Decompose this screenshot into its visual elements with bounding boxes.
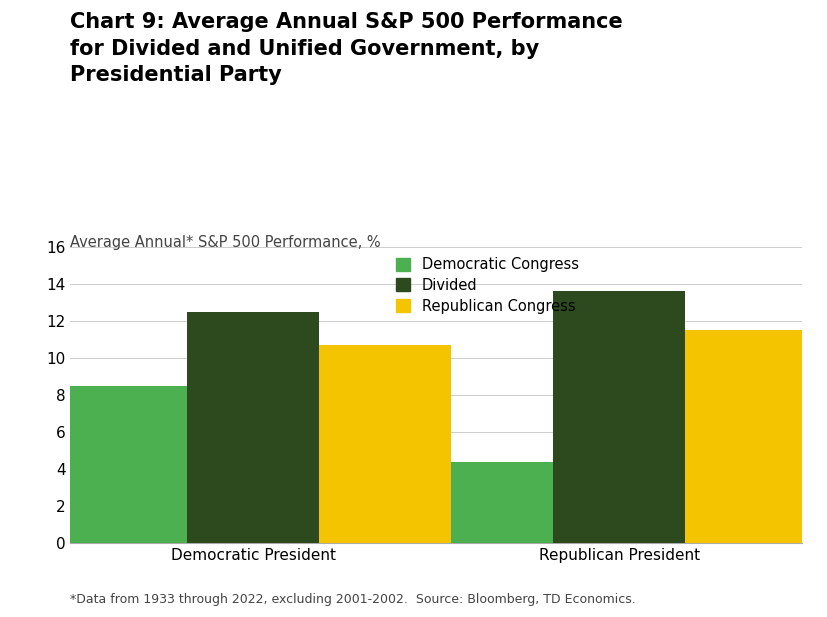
Bar — [319, 345, 451, 543]
Bar — [55, 386, 188, 543]
Text: Chart 9: Average Annual S&P 500 Performance
for Divided and Unified Government, : Chart 9: Average Annual S&P 500 Performa… — [70, 12, 623, 85]
Bar — [188, 312, 319, 543]
Legend: Democratic Congress, Divided, Republican Congress: Democratic Congress, Divided, Republican… — [396, 257, 579, 313]
Text: *Data from 1933 through 2022, excluding 2001-2002.  Source: Bloomberg, TD Econom: *Data from 1933 through 2022, excluding … — [70, 593, 636, 606]
Bar — [553, 291, 685, 543]
Bar — [685, 330, 817, 543]
Bar — [422, 462, 553, 543]
Text: Average Annual* S&P 500 Performance, %: Average Annual* S&P 500 Performance, % — [70, 235, 381, 250]
